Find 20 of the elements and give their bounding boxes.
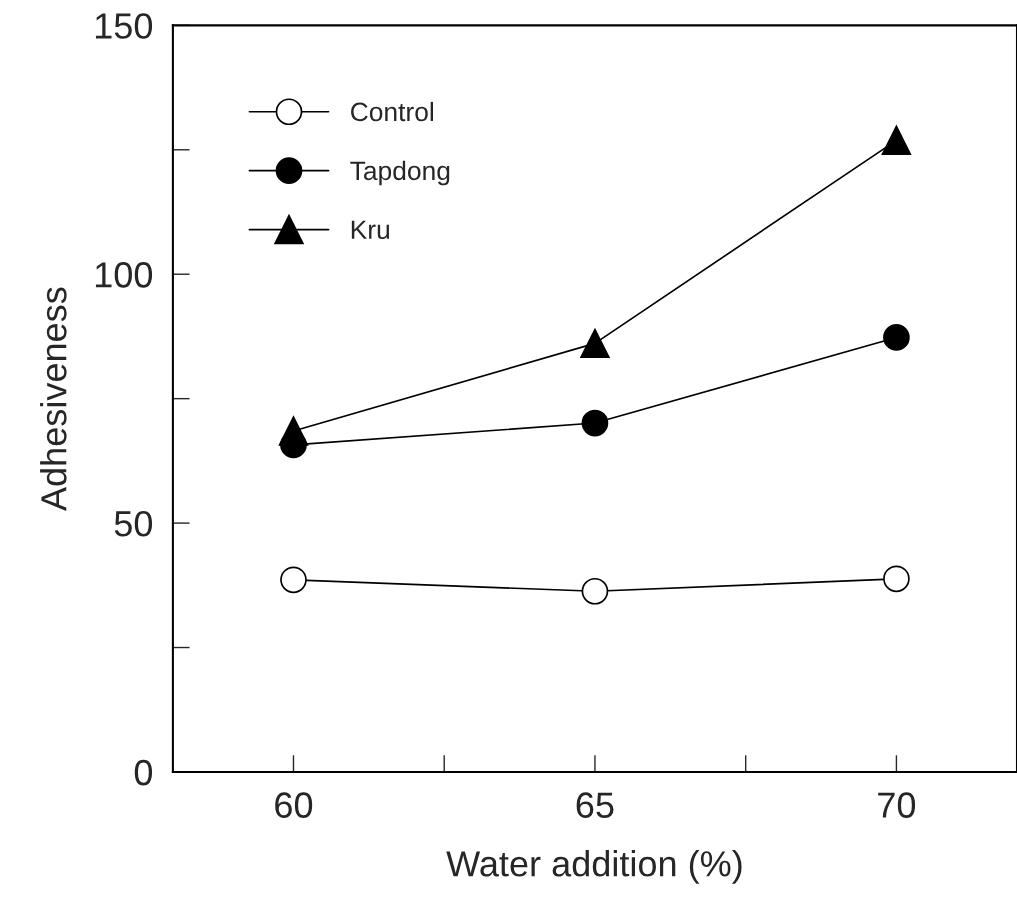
y-tick-label: 100 — [95, 262, 153, 288]
legend-label: Tapdong — [350, 160, 450, 186]
x-tick-label: 60 — [275, 792, 313, 818]
point — [581, 409, 609, 437]
x-axis-title: Water addition (%) — [446, 850, 742, 884]
legend-label: Kru — [351, 220, 390, 240]
point — [278, 416, 309, 446]
point — [881, 125, 912, 156]
point — [580, 328, 610, 359]
y-tick-label: 150 — [95, 13, 153, 39]
y-tick-label: 0 — [134, 759, 153, 786]
x-tick-label: 70 — [878, 792, 916, 818]
point — [280, 566, 307, 594]
y-tick-label: 50 — [114, 510, 153, 537]
point — [581, 577, 609, 605]
legend-label: Control — [351, 101, 433, 122]
y-axis-title: Adhesiveness — [40, 287, 67, 511]
point — [883, 565, 910, 593]
point — [883, 324, 910, 351]
x-tick-label: 65 — [576, 792, 614, 818]
